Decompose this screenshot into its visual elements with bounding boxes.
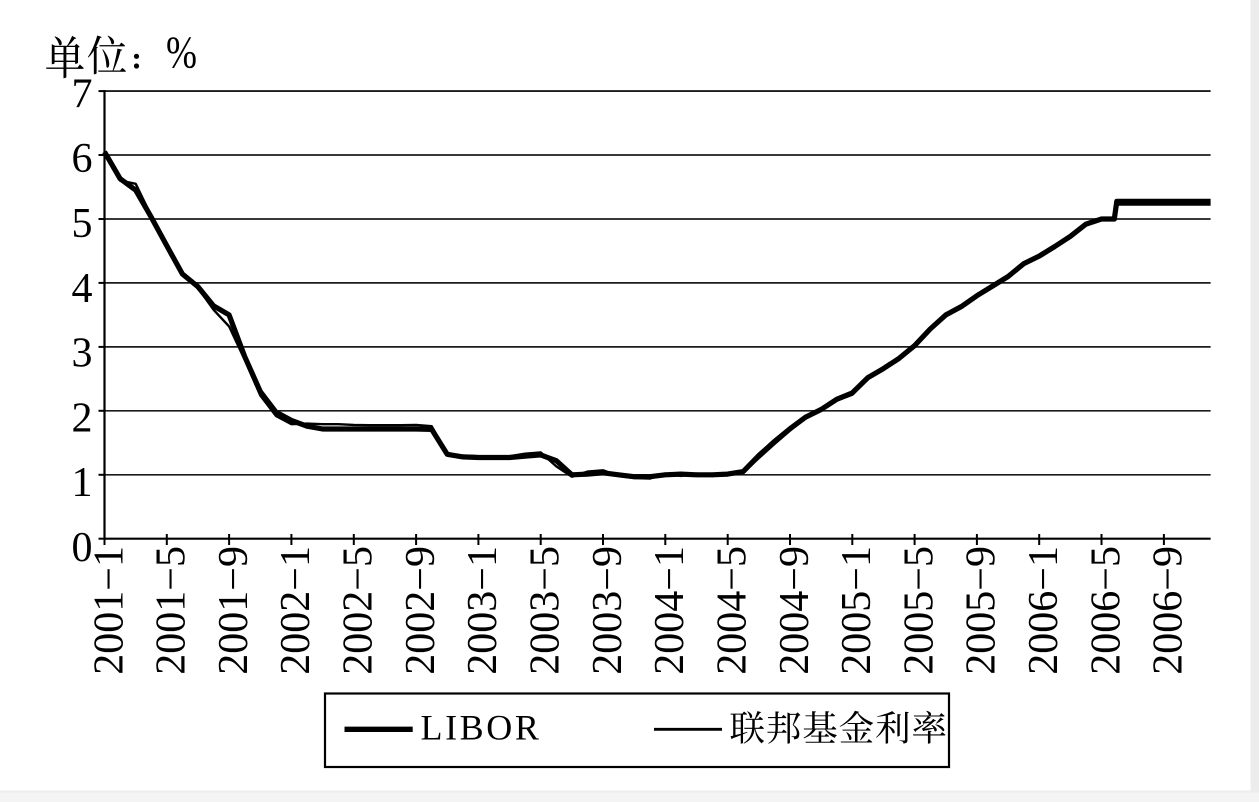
svg-text:2005−5: 2005−5 (896, 546, 942, 675)
svg-text:2001−9: 2001−9 (211, 546, 257, 675)
svg-text:2006−5: 2006−5 (1083, 546, 1129, 675)
svg-text:3: 3 (72, 331, 93, 377)
svg-text:LIBOR: LIBOR (421, 708, 542, 748)
svg-text:2002−9: 2002−9 (398, 546, 444, 675)
svg-text:2005−9: 2005−9 (959, 546, 1005, 675)
svg-text:2004−9: 2004−9 (772, 546, 818, 675)
svg-text:2003−1: 2003−1 (460, 546, 506, 675)
svg-text:1: 1 (72, 460, 93, 506)
svg-text:2006−1: 2006−1 (1021, 546, 1067, 675)
svg-text:2001−5: 2001−5 (149, 546, 195, 675)
svg-text:2: 2 (72, 395, 93, 441)
svg-text:2002−1: 2002−1 (273, 546, 319, 675)
svg-text:2003−5: 2003−5 (523, 546, 569, 675)
svg-text:4: 4 (72, 266, 93, 312)
svg-text:2004−1: 2004−1 (647, 546, 693, 675)
svg-text:2006−9: 2006−9 (1146, 546, 1192, 675)
svg-text:2002−5: 2002−5 (336, 546, 382, 675)
svg-text:2004−5: 2004−5 (710, 546, 756, 675)
svg-text:6: 6 (72, 136, 93, 182)
svg-text:0: 0 (72, 525, 93, 571)
svg-text:5: 5 (72, 201, 93, 247)
svg-text:7: 7 (72, 71, 93, 117)
svg-text:2001−1: 2001−1 (86, 546, 132, 675)
svg-text:2003−9: 2003−9 (585, 546, 631, 675)
svg-text:2005−1: 2005−1 (834, 546, 880, 675)
svg-text:%: % (166, 27, 197, 78)
